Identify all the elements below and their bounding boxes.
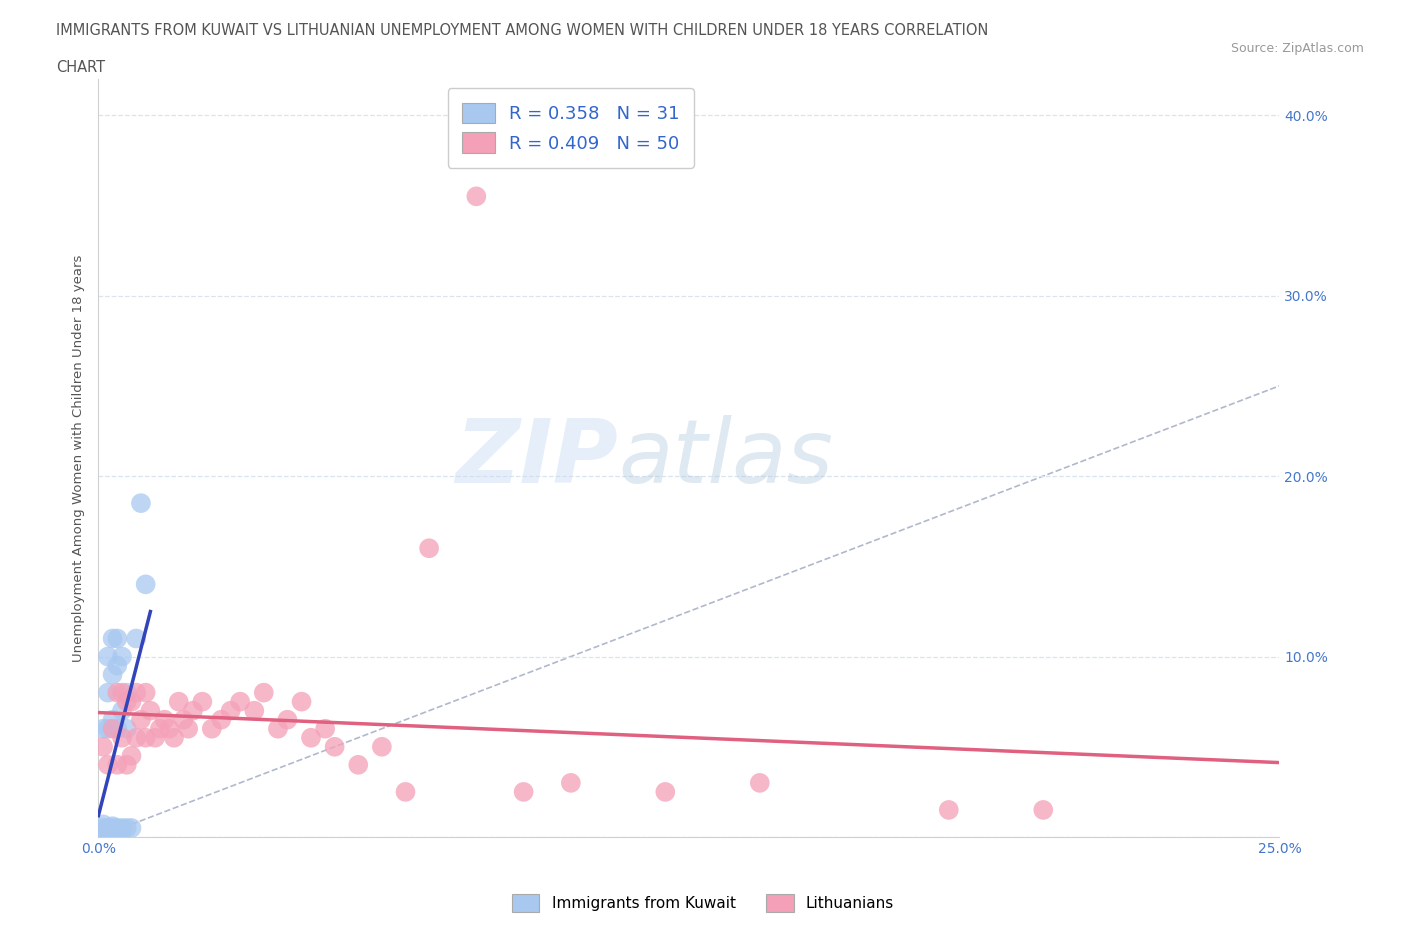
- Point: [512, 784, 534, 799]
- Point: [91, 739, 114, 754]
- Point: [149, 722, 172, 737]
- Point: [111, 649, 134, 664]
- Point: [347, 757, 370, 772]
- Point: [314, 722, 336, 737]
- Point: [139, 703, 162, 718]
- Point: [97, 649, 120, 664]
- Point: [167, 694, 190, 709]
- Point: [191, 694, 214, 709]
- Point: [276, 712, 298, 727]
- Point: [371, 739, 394, 754]
- Point: [125, 685, 148, 700]
- Point: [115, 685, 138, 700]
- Point: [111, 822, 134, 837]
- Point: [97, 685, 120, 700]
- Point: [115, 722, 138, 737]
- Legend: R = 0.358   N = 31, R = 0.409   N = 50: R = 0.358 N = 31, R = 0.409 N = 50: [447, 88, 695, 167]
- Point: [101, 712, 124, 727]
- Point: [201, 722, 224, 737]
- Point: [1032, 803, 1054, 817]
- Point: [938, 803, 960, 817]
- Point: [111, 685, 134, 700]
- Legend: Immigrants from Kuwait, Lithuanians: Immigrants from Kuwait, Lithuanians: [506, 888, 900, 918]
- Point: [654, 784, 676, 799]
- Point: [153, 712, 176, 727]
- Point: [177, 722, 200, 737]
- Point: [111, 820, 134, 835]
- Point: [101, 820, 124, 835]
- Point: [101, 822, 124, 837]
- Point: [560, 776, 582, 790]
- Point: [299, 730, 322, 745]
- Point: [105, 658, 128, 673]
- Text: Source: ZipAtlas.com: Source: ZipAtlas.com: [1230, 42, 1364, 55]
- Point: [181, 703, 204, 718]
- Point: [115, 757, 138, 772]
- Point: [163, 730, 186, 745]
- Point: [105, 820, 128, 835]
- Point: [105, 685, 128, 700]
- Point: [97, 722, 120, 737]
- Point: [157, 722, 180, 737]
- Point: [125, 631, 148, 646]
- Point: [111, 703, 134, 718]
- Point: [105, 722, 128, 737]
- Point: [253, 685, 276, 700]
- Y-axis label: Unemployment Among Women with Children Under 18 years: Unemployment Among Women with Children U…: [72, 254, 86, 662]
- Point: [135, 730, 157, 745]
- Point: [209, 712, 232, 727]
- Point: [290, 694, 312, 709]
- Point: [97, 820, 120, 835]
- Point: [97, 822, 120, 837]
- Point: [121, 694, 143, 709]
- Point: [323, 739, 346, 754]
- Text: atlas: atlas: [619, 415, 832, 501]
- Point: [125, 730, 148, 745]
- Point: [121, 749, 143, 764]
- Text: IMMIGRANTS FROM KUWAIT VS LITHUANIAN UNEMPLOYMENT AMONG WOMEN WITH CHILDREN UNDE: IMMIGRANTS FROM KUWAIT VS LITHUANIAN UNE…: [56, 23, 988, 38]
- Point: [105, 631, 128, 646]
- Point: [115, 820, 138, 835]
- Point: [129, 712, 152, 727]
- Point: [135, 685, 157, 700]
- Point: [121, 820, 143, 835]
- Point: [418, 541, 440, 556]
- Point: [91, 722, 114, 737]
- Point: [465, 189, 488, 204]
- Point: [243, 703, 266, 718]
- Point: [91, 824, 114, 839]
- Point: [219, 703, 242, 718]
- Point: [101, 722, 124, 737]
- Point: [111, 730, 134, 745]
- Point: [172, 712, 194, 727]
- Point: [143, 730, 166, 745]
- Point: [229, 694, 252, 709]
- Point: [97, 757, 120, 772]
- Point: [394, 784, 416, 799]
- Text: CHART: CHART: [56, 60, 105, 75]
- Point: [267, 722, 290, 737]
- Point: [129, 496, 152, 511]
- Point: [101, 631, 124, 646]
- Point: [748, 776, 770, 790]
- Point: [105, 757, 128, 772]
- Point: [101, 667, 124, 682]
- Point: [101, 818, 124, 833]
- Point: [91, 817, 114, 831]
- Point: [105, 822, 128, 837]
- Point: [135, 577, 157, 591]
- Point: [91, 820, 114, 835]
- Point: [115, 694, 138, 709]
- Text: ZIP: ZIP: [456, 415, 619, 501]
